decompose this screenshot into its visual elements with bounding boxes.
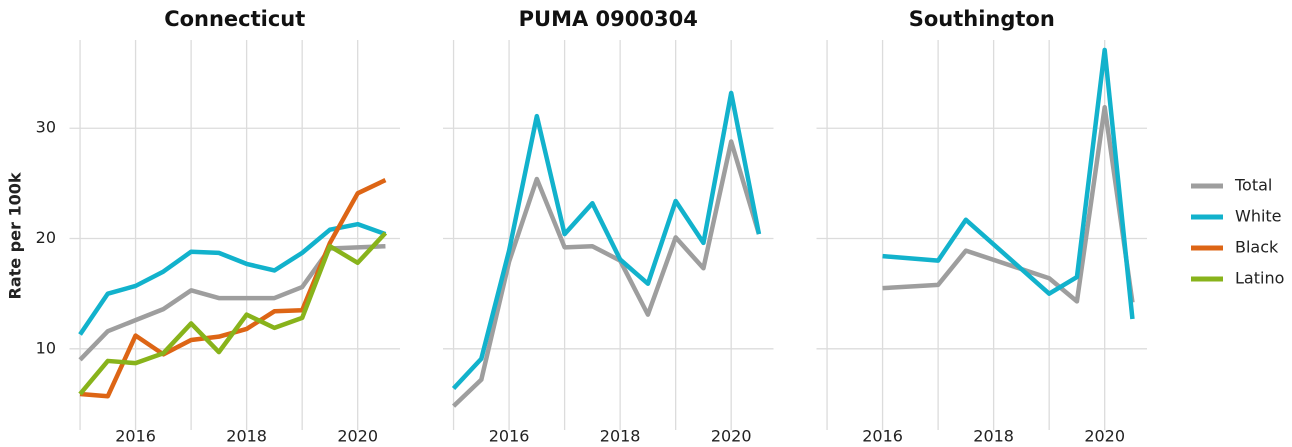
- y-axis-label: Rate per 100k: [6, 172, 25, 299]
- y-tick-label: 10: [36, 338, 56, 357]
- y-tick-label: 30: [36, 118, 56, 137]
- series-line: [78, 221, 387, 336]
- legend-label: Latino: [1235, 269, 1284, 288]
- x-tick-label: 2016: [862, 427, 903, 446]
- series-line: [78, 243, 386, 362]
- series-line: [78, 231, 388, 396]
- x-tick-label: 2018: [600, 427, 641, 446]
- legend-label: Black: [1235, 238, 1279, 257]
- legend-label: White: [1235, 207, 1282, 226]
- series-line: [452, 139, 762, 408]
- series-line: [882, 105, 1135, 304]
- panel-title: Connecticut: [164, 7, 305, 31]
- y-tick-label: 20: [36, 228, 56, 247]
- x-tick-label: 2020: [711, 427, 752, 446]
- series-line: [882, 47, 1135, 320]
- panel-title: PUMA 0900304: [519, 7, 698, 31]
- x-tick-label: 2016: [115, 427, 156, 446]
- x-tick-label: 2020: [1084, 427, 1125, 446]
- panel-title: Southington: [909, 7, 1055, 31]
- x-tick-label: 2018: [226, 427, 267, 446]
- x-tick-label: 2016: [489, 427, 530, 446]
- legend-label: Total: [1234, 176, 1272, 195]
- x-tick-label: 2020: [337, 427, 378, 446]
- x-tick-label: 2018: [973, 427, 1014, 446]
- series-line: [451, 90, 762, 391]
